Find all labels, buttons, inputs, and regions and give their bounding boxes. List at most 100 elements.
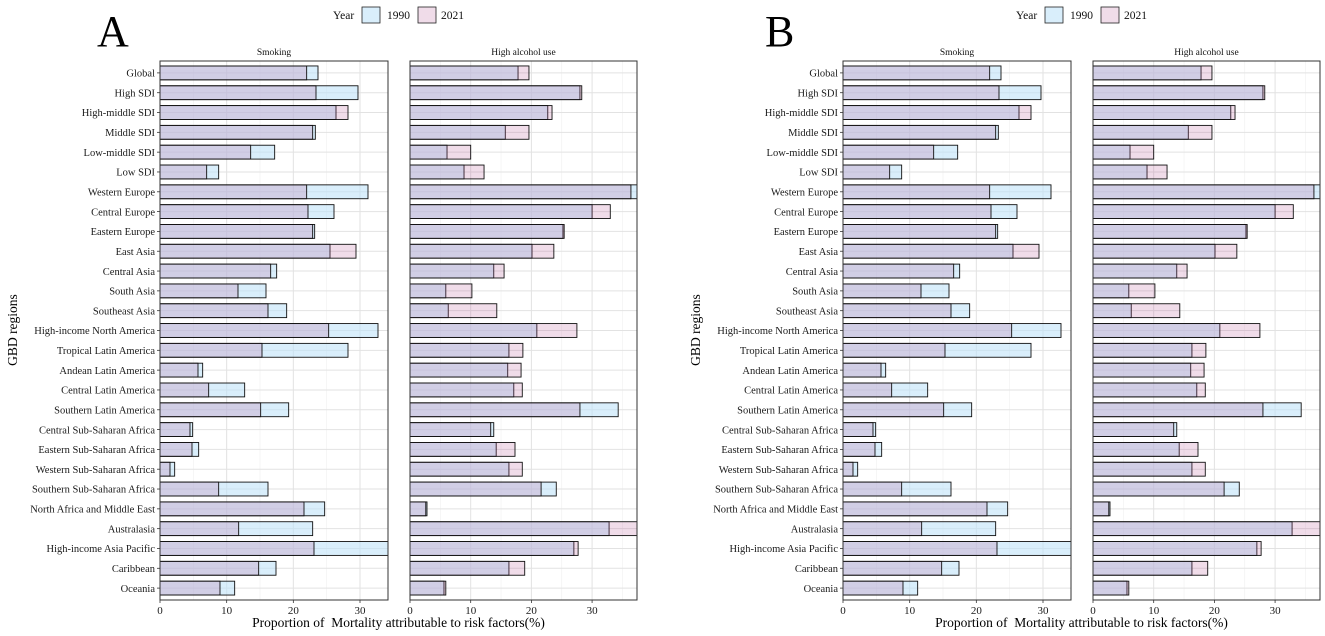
y-tick-label-central-latin-america: Central Latin America — [61, 386, 155, 397]
y-tick-label-low-sdi: Low SDI — [116, 168, 155, 179]
bar-2021-high-alcohol-use-eastern-sub-saharan-africa — [410, 442, 516, 457]
bar-2021-smoking-middle-sdi — [160, 124, 314, 140]
legend: Year 1990 2021 — [1016, 6, 1147, 24]
bar-2021-smoking-high-income-north-america — [160, 323, 330, 338]
bar-2021-smoking-central-sub-saharan-africa — [843, 422, 874, 437]
bar-2021-high-alcohol-use-north-africa-and-middle-east — [1093, 501, 1110, 517]
panel-border — [842, 60, 1072, 601]
legend-title: Year — [1016, 10, 1037, 22]
y-axis-title: GBD regions — [688, 294, 703, 366]
bar-2021-smoking-eastern-sub-saharan-africa — [843, 442, 876, 457]
y-tick-label-high-income-asia-pacific: High-income Asia Pacific — [730, 544, 839, 555]
bars — [843, 65, 1071, 596]
x-tick-label: 10 — [221, 605, 233, 617]
bar-2021-smoking-western-europe — [843, 184, 991, 200]
bar-2021-high-alcohol-use-southern-sub-saharan-africa — [1093, 481, 1225, 497]
y-tick-label-western-sub-saharan-africa: Western Sub-Saharan Africa — [36, 465, 156, 476]
bar-2021-smoking-western-sub-saharan-africa — [843, 461, 854, 477]
y-tick-label-tropical-latin-america: Tropical Latin America — [57, 346, 156, 357]
legend-key-1990 — [361, 6, 381, 24]
x-tick-label: 0 — [157, 605, 163, 617]
facet-strip-label: High alcohol use — [1174, 48, 1238, 58]
bars — [1093, 65, 1320, 596]
bar-2021-smoking-central-sub-saharan-africa — [160, 422, 191, 437]
bar-2021-smoking-andean-latin-america — [160, 362, 199, 378]
y-tick-label-high-middle-sdi: High-middle SDI — [82, 108, 156, 119]
bar-2021-smoking-high-income-north-america — [843, 323, 1013, 338]
y-tick-label-central-asia: Central Asia — [103, 267, 156, 278]
legend-label-1990: 1990 — [1070, 10, 1093, 22]
y-tick-label-middle-sdi: Middle SDI — [788, 128, 838, 139]
bar-2021-high-alcohol-use-east-asia — [1093, 243, 1238, 259]
bar-2021-high-alcohol-use-high-income-north-america — [410, 323, 578, 338]
bar-2021-smoking-central-europe — [160, 204, 309, 219]
y-tick-label-caribbean: Caribbean — [795, 564, 839, 575]
x-tick-label: 20 — [288, 605, 300, 617]
bar-2021-smoking-north-africa-and-middle-east — [160, 501, 305, 517]
bar-2021-high-alcohol-use-high-middle-sdi — [410, 105, 553, 120]
legend-label-2021: 2021 — [441, 10, 464, 22]
legend-key-2021 — [417, 6, 437, 24]
y-tick-label-andean-latin-america: Andean Latin America — [59, 366, 155, 377]
bar-2021-smoking-high-sdi — [160, 85, 317, 101]
y-tick-label-east-asia: East Asia — [799, 247, 839, 258]
y-tick-label-middle-sdi: Middle SDI — [105, 128, 155, 139]
y-tick-label-australasia: Australasia — [791, 524, 839, 535]
bar-2021-smoking-south-asia — [160, 283, 239, 299]
facet-smoking: Smoking 0 10 20 30 — [157, 48, 389, 617]
x-tick-label: 30 — [587, 605, 599, 617]
bar-2021-smoking-southern-latin-america — [843, 402, 945, 418]
bar-2021-high-alcohol-use-western-europe — [1093, 184, 1315, 200]
bar-2021-high-alcohol-use-global — [1093, 65, 1213, 81]
legend-label-2021: 2021 — [1124, 10, 1147, 22]
y-tick-label-western-sub-saharan-africa: Western Sub-Saharan Africa — [719, 465, 839, 476]
y-tick-label-north-africa-and-middle-east: North Africa and Middle East — [713, 505, 838, 516]
bar-2021-high-alcohol-use-southeast-asia — [1093, 303, 1181, 319]
bar-2021-smoking-central-asia — [160, 263, 272, 279]
bar-2021-high-alcohol-use-low-middle-sdi — [1093, 144, 1155, 160]
bar-2021-smoking-global — [843, 65, 991, 81]
y-tick-label-high-middle-sdi: High-middle SDI — [765, 108, 839, 119]
bar-2021-high-alcohol-use-middle-sdi — [1093, 124, 1213, 140]
y-tick-label-high-income-north-america: High-income North America — [717, 326, 838, 337]
bar-2021-smoking-central-europe — [843, 204, 992, 219]
bar-2021-smoking-east-asia — [843, 243, 1040, 259]
panel-label: B — [765, 7, 794, 56]
bar-2021-high-alcohol-use-australasia — [410, 521, 637, 537]
bar-2021-high-alcohol-use-central-latin-america — [410, 382, 523, 398]
bar-2021-smoking-global — [160, 65, 308, 81]
bar-2021-smoking-high-income-asia-pacific — [160, 541, 315, 556]
y-tick-label-low-middle-sdi: Low-middle SDI — [767, 148, 839, 159]
panel-border — [1092, 60, 1321, 601]
bar-2021-smoking-eastern-europe — [160, 224, 314, 239]
bar-2021-smoking-middle-sdi — [843, 124, 997, 140]
bar-2021-smoking-southern-latin-america — [160, 402, 262, 418]
y-tick-label-low-sdi: Low SDI — [799, 168, 838, 179]
bar-2021-high-alcohol-use-high-income-asia-pacific — [410, 541, 579, 556]
x-tick-label: 0 — [1090, 605, 1096, 617]
bar-2021-smoking-low-sdi — [160, 164, 208, 180]
x-tick-label: 20 — [971, 605, 983, 617]
bar-2021-smoking-south-asia — [843, 283, 922, 299]
bar-2021-high-alcohol-use-high-sdi — [410, 85, 583, 101]
bar-2021-high-alcohol-use-central-europe — [1093, 204, 1294, 219]
y-tick-label-western-europe: Western Europe — [771, 187, 838, 198]
facet-high-alcohol-use: High alcohol use 0 10 20 30 — [407, 48, 638, 617]
bar-2021-high-alcohol-use-central-europe — [410, 204, 611, 219]
bar-2021-high-alcohol-use-low-sdi — [410, 164, 485, 180]
bar-2021-smoking-eastern-sub-saharan-africa — [160, 442, 193, 457]
y-tick-label-central-sub-saharan-africa: Central Sub-Saharan Africa — [722, 425, 838, 436]
y-tick-label-eastern-europe: Eastern Europe — [774, 227, 839, 238]
y-tick-label-south-asia: South Asia — [792, 287, 838, 298]
bar-2021-smoking-caribbean — [843, 560, 943, 576]
bar-2021-smoking-australasia — [160, 521, 240, 537]
bar-2021-high-alcohol-use-caribbean — [410, 560, 526, 576]
bar-2021-smoking-high-middle-sdi — [160, 105, 349, 120]
bar-2021-smoking-tropical-latin-america — [160, 342, 263, 358]
x-tick-label: 30 — [1038, 605, 1050, 617]
bar-2021-smoking-southeast-asia — [160, 303, 269, 319]
x-tick-label: 10 — [904, 605, 916, 617]
bar-2021-smoking-oceania — [160, 580, 221, 596]
bar-2021-smoking-eastern-europe — [843, 224, 997, 239]
